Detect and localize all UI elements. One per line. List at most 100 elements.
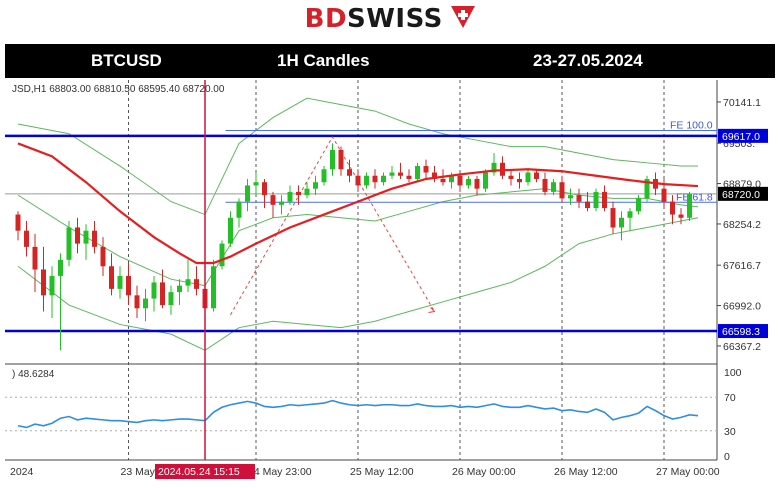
candle-body-27 (245, 185, 250, 202)
candle-body-12 (117, 275, 123, 289)
candle-body-56 (491, 162, 497, 173)
candle-body-43 (381, 175, 386, 183)
bdswiss-logo: BDSWISS (0, 0, 780, 40)
candle-body-74 (644, 178, 650, 199)
candle-body-79 (687, 193, 692, 218)
candle-body-3 (41, 269, 46, 296)
swiss-flag-icon (451, 6, 476, 28)
candle-body-69 (602, 191, 607, 209)
chart-background (5, 80, 717, 486)
candle-body-33 (296, 191, 301, 196)
chart-header-bar: BTCUSD 1H Candles 23-27.05.2024 (5, 44, 775, 78)
candle-body-31 (279, 201, 284, 205)
level-tag-0-text: 69617.0 (722, 131, 760, 143)
candle-body-25 (228, 217, 233, 244)
candle-body-20 (185, 279, 191, 286)
timeframe-label: 1H Candles (277, 51, 370, 70)
candle-body-37 (330, 149, 335, 170)
symbol-info-line: JSD,H1 68803.00 68810.50 68595.40 68720.… (12, 84, 225, 95)
candle-body-30 (270, 195, 276, 205)
y-tick-label-3: 68254.2 (723, 219, 761, 231)
candle-body-68 (593, 191, 599, 209)
rsi-line (17, 399, 699, 429)
candle-body-29 (262, 182, 267, 196)
logo-text-swiss: SWISS (347, 4, 443, 34)
x-tick-label-4: 26 May 00:00 (452, 466, 516, 478)
candle-body-8 (83, 230, 89, 244)
rsi-panel: 100 70 30 0 (5, 367, 742, 463)
candle-body-72 (627, 211, 633, 218)
candle-body-40 (355, 175, 361, 186)
candle-body-23 (211, 266, 216, 309)
candle-body-11 (109, 266, 114, 289)
candle-body-1 (24, 230, 29, 247)
candle-body-59 (517, 178, 522, 183)
cursor-time-bg (155, 464, 255, 479)
logo-text: BDSWISS (305, 4, 443, 34)
candle-body-44 (389, 172, 395, 176)
candle-body-48 (423, 166, 429, 173)
candle-body-73 (636, 198, 641, 212)
candle-body-34 (304, 188, 310, 196)
x-tick-label-6: 27 May 00:00 (656, 466, 720, 478)
moving-average (17, 142, 699, 265)
y-tick-label-5: 66992.0 (723, 301, 761, 313)
candle-body-64 (559, 182, 565, 199)
rsi-tick-label-2: 30 (724, 426, 736, 438)
y-tick-label-4: 67616.7 (723, 260, 761, 272)
candle-body-67 (585, 201, 590, 209)
candle-body-60 (525, 172, 531, 183)
candle-body-16 (151, 282, 157, 299)
candle-body-2 (32, 246, 38, 270)
candle-body-32 (287, 191, 293, 202)
candle-body-19 (177, 285, 182, 293)
band-lower-line (17, 217, 699, 351)
candle-body-55 (483, 172, 488, 189)
candle-body-26 (236, 201, 242, 218)
candle-body-15 (143, 298, 148, 309)
candles (15, 143, 692, 351)
x-tick-label-2: 24 May 23:00 (248, 466, 312, 478)
x-tick-label-0: 2024 (10, 466, 34, 478)
candle-body-41 (364, 175, 369, 186)
candle-body-52 (457, 175, 463, 186)
fib-label-1: FE 61.8 (676, 191, 713, 203)
candle-body-42 (372, 175, 378, 183)
candle-body-24 (219, 243, 225, 267)
candle-body-21 (194, 279, 199, 289)
candle-body-35 (313, 182, 318, 189)
x-tick-label-3: 25 May 12:00 (350, 466, 414, 478)
candle-body-4 (49, 275, 55, 296)
date-range-label: 23-27.05.2024 (533, 51, 643, 70)
level-tag-1-text: 66598.3 (722, 326, 760, 338)
candle-body-65 (568, 195, 573, 199)
level-tag-1-bg (718, 324, 768, 339)
candle-body-63 (551, 182, 556, 192)
fib-path (230, 135, 435, 315)
candle-body-28 (253, 182, 259, 186)
candle-body-17 (160, 282, 165, 306)
candle-body-14 (134, 295, 140, 309)
axis-labels: 70141.169503.68879.068254.267616.766992.… (10, 97, 768, 478)
candle-body-13 (126, 275, 131, 296)
rsi-tick-label-3: 0 (724, 451, 730, 463)
fib-label-0: FE 100.0 (670, 119, 713, 131)
candle-body-9 (92, 230, 97, 247)
y-tick-label-0: 70141.1 (723, 97, 761, 109)
symbol-label: BTCUSD (91, 51, 162, 70)
candle-body-51 (449, 175, 454, 183)
x-tick-label-5: 26 May 12:00 (554, 466, 618, 478)
bollinger-bands (17, 97, 699, 351)
candle-body-71 (619, 217, 624, 228)
current-price-tag-bg (718, 186, 768, 201)
candle-body-76 (661, 188, 667, 202)
candle-body-6 (66, 227, 72, 260)
candle-body-77 (670, 201, 675, 215)
rsi-tick-label-1: 70 (724, 392, 736, 404)
candle-body-47 (415, 166, 420, 179)
level-tag-0-bg (718, 128, 768, 143)
candle-body-58 (508, 175, 514, 179)
candle-body-49 (432, 172, 437, 179)
candle-body-78 (678, 214, 684, 218)
